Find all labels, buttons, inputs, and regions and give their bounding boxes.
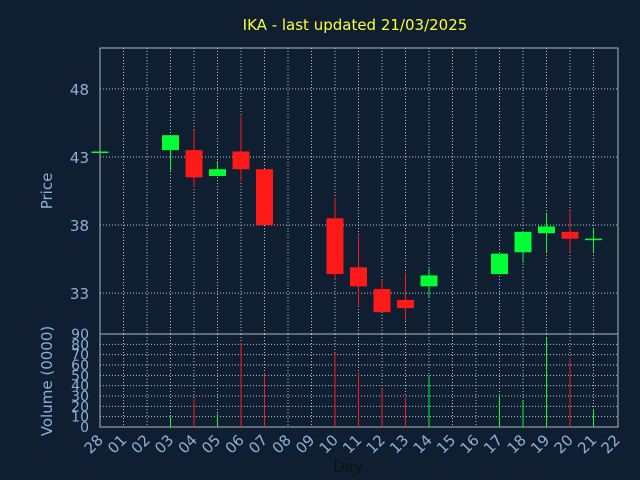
candle-body [561,231,579,239]
candle-body [420,275,438,287]
x-tick-label: 15 [433,431,459,457]
x-tick-label: 02 [128,431,154,457]
x-tick-labels: 2801020304050607080910111213141516171819… [81,431,624,457]
volume-tick-label: 30 [71,389,89,405]
x-tick-label: 06 [222,431,248,457]
candle-body [373,289,391,313]
x-tick-label: 03 [151,431,177,457]
candle-body [397,299,414,309]
price-tick-label: 38 [70,217,89,235]
x-axis-label: Day [333,458,363,476]
candle-body [256,169,273,226]
price-axis-label: Price [38,173,56,210]
x-tick-label: 07 [245,431,271,457]
candle-body [232,151,250,170]
x-tick-label: 13 [386,431,412,457]
volume-tick-label: 20 [71,399,89,415]
candle-body [326,218,344,275]
chart-title: IKA - last updated 21/03/2025 [243,16,468,34]
x-tick-label: 22 [598,431,624,457]
x-tick-label: 17 [480,431,506,457]
candle-body [585,238,602,241]
volume-tick-label: 50 [71,368,89,384]
volume-bars-layer [170,338,594,427]
x-tick-label: 21 [574,431,600,457]
volume-tick-label: 90 [71,327,89,343]
x-tick-label: 14 [410,431,436,457]
x-tick-label: 18 [504,431,530,457]
x-tick-label: 19 [527,431,553,457]
x-tick-label: 11 [339,431,365,457]
x-tick-label: 09 [292,431,318,457]
candle-body [91,151,109,154]
x-tick-label: 01 [104,431,130,457]
volume-axis-label: Volume (0000) [38,326,56,436]
volume-tick-label: 40 [71,379,89,395]
candle-body [209,169,226,177]
price-tick-label: 48 [70,81,89,99]
x-tick-label: 08 [269,431,295,457]
price-tick-label: 33 [70,285,89,303]
candle-body [514,231,532,253]
x-tick-label: 20 [551,431,577,457]
x-tick-label: 12 [363,431,389,457]
candle-body [162,135,179,151]
volume-tick-label: 60 [71,358,89,374]
x-tick-label: 05 [198,431,224,457]
volume-tick-label: 0 [80,420,89,436]
volume-tick-label: 70 [71,348,89,364]
candle-body [185,150,203,178]
volume-tick-label: 10 [71,410,89,426]
x-tick-label: 04 [175,431,201,457]
candles-layer [91,116,602,321]
price-tick-label: 43 [70,149,89,167]
candle-body [538,226,555,234]
candle-body [350,267,367,287]
candle-body [491,253,508,275]
volume-tick-label: 80 [71,337,89,353]
price-tick-labels: 33 38 43 48 [70,81,89,303]
x-tick-label: 16 [457,431,483,457]
x-tick-label: 10 [316,431,342,457]
